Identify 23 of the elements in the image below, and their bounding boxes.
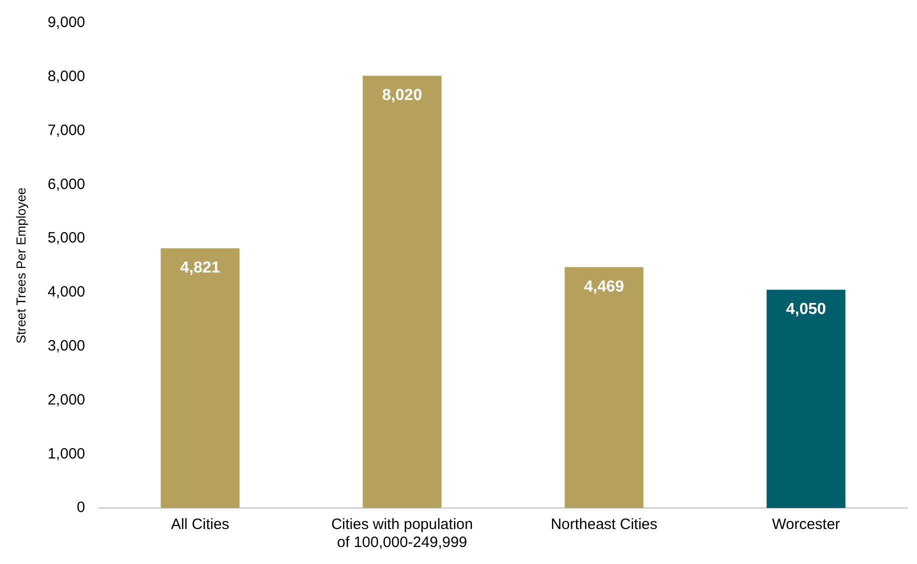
bar: [362, 76, 442, 508]
x-tick-label: Northeast Cities: [550, 516, 658, 534]
bar: [564, 267, 644, 508]
y-axis-title: Street Trees Per Employee: [13, 187, 28, 344]
data-label: 8,020: [382, 87, 422, 104]
y-tick-label: 6,000: [48, 176, 86, 193]
data-label: 4,469: [584, 278, 624, 296]
bar: [160, 248, 240, 508]
y-tick-label: 4,000: [48, 284, 86, 301]
data-label: 4,821: [180, 260, 220, 277]
y-tick-label: 8,000: [48, 68, 86, 86]
y-tick-label: 0: [76, 499, 86, 516]
data-label: 4,050: [786, 301, 826, 318]
y-tick-label: 2,000: [48, 391, 86, 408]
y-tick-label: 7,000: [48, 122, 86, 139]
x-tick-label: All Cities: [170, 516, 230, 534]
y-tick-label: 5,000: [48, 230, 86, 247]
y-tick-label: 9,000: [48, 14, 86, 32]
x-tick-label: Cities with population of 100,000-249,999: [331, 516, 473, 552]
y-tick-label: 1,000: [48, 445, 86, 462]
x-tick-label: Worcester: [772, 516, 840, 534]
y-tick-label: 3,000: [48, 337, 86, 354]
bar: [766, 290, 846, 508]
